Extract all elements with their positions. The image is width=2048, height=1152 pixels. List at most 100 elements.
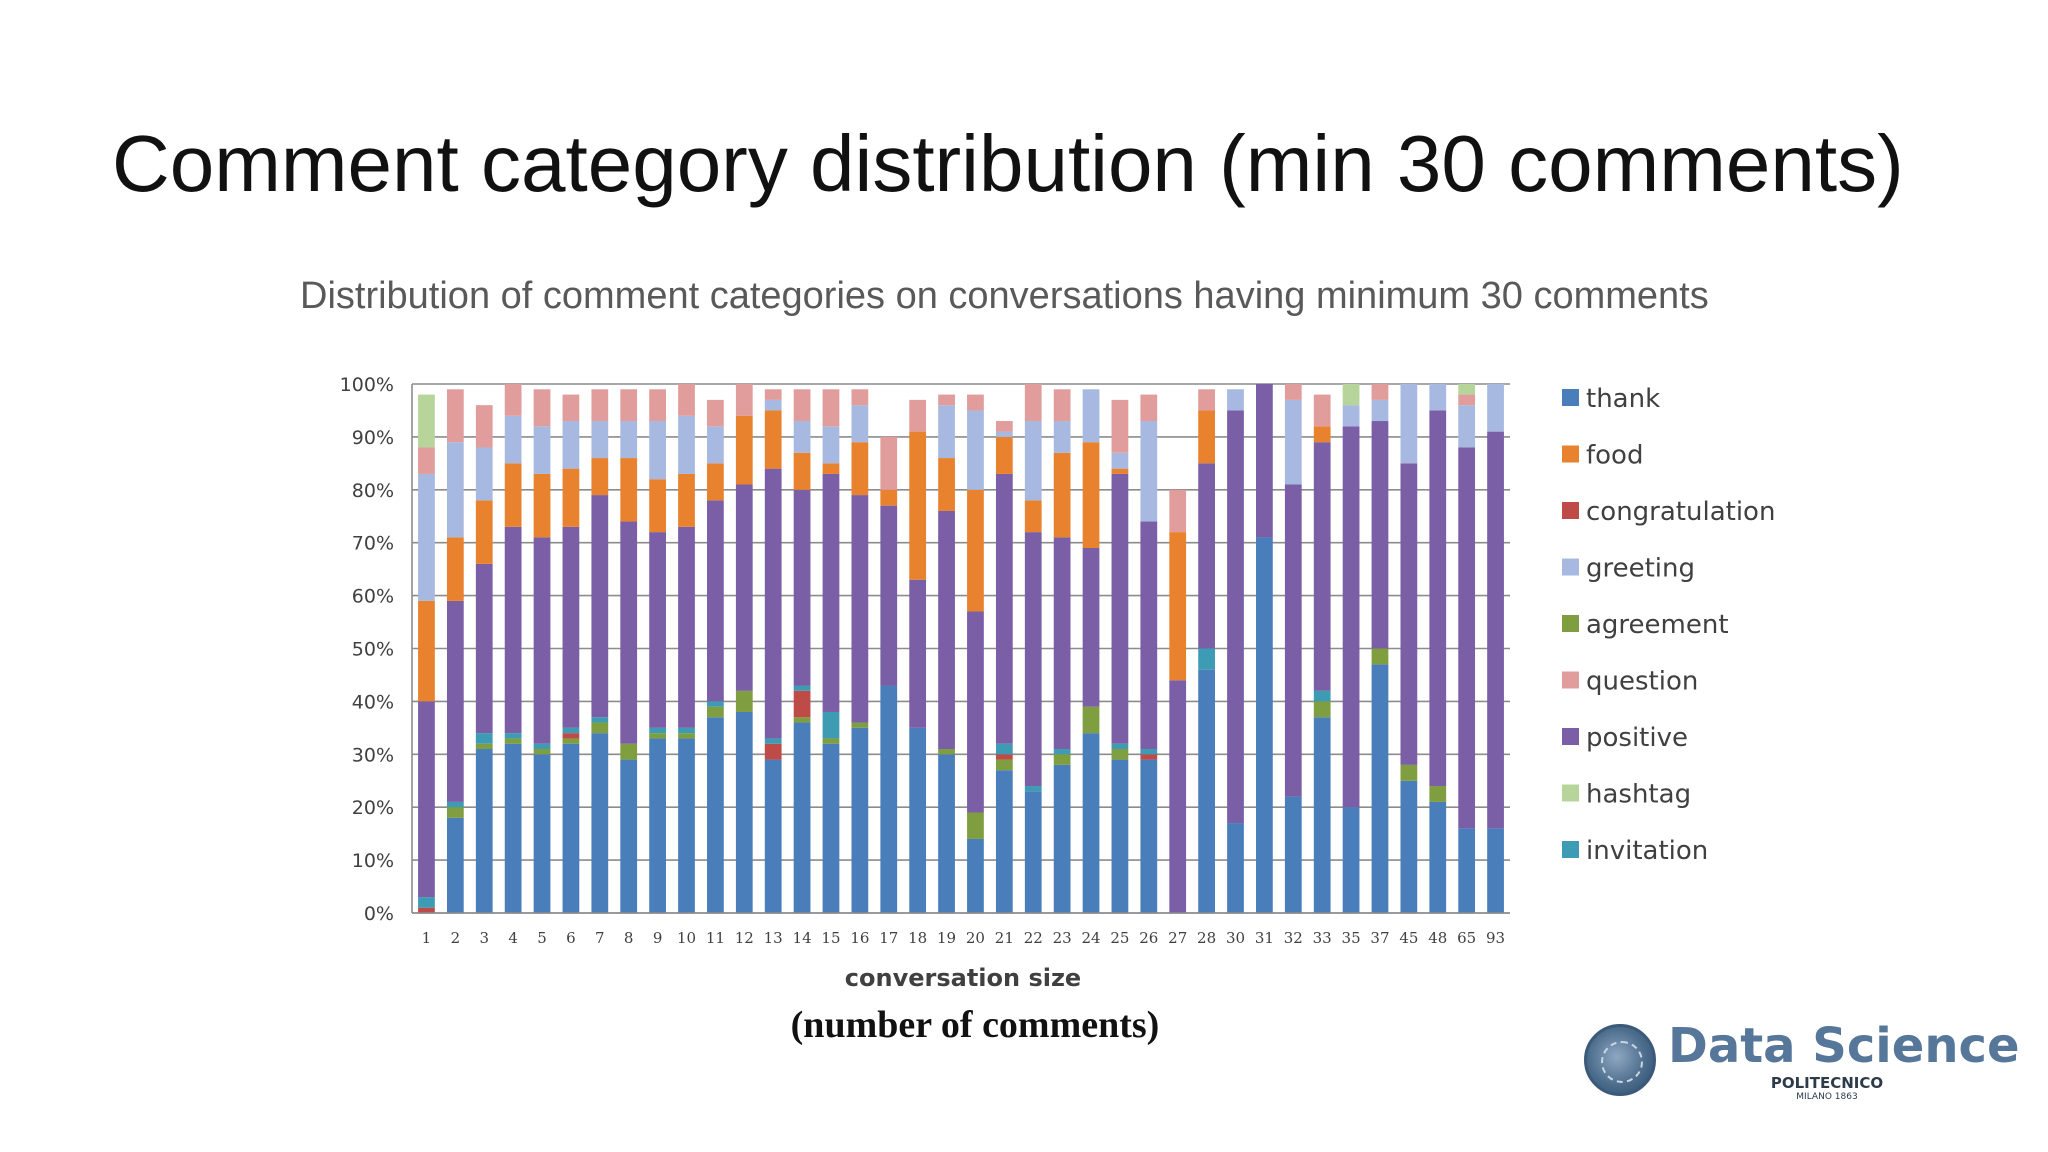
- x-tick-label: 20: [966, 929, 985, 947]
- bar-segment-agreement: [851, 722, 869, 728]
- bar-segment-greeting: [764, 399, 782, 411]
- bar-segment-invitation: [1111, 743, 1129, 750]
- x-tick-label: 21: [995, 929, 1014, 947]
- bar-segment-greeting: [620, 421, 638, 459]
- x-tick-label: 9: [653, 929, 663, 947]
- bar-segment-question: [735, 384, 753, 416]
- bar-segment-congratulation: [562, 733, 580, 739]
- bar-segment-thank: [475, 749, 493, 913]
- bar-segment-food: [764, 410, 782, 469]
- bar-segment-question: [1284, 384, 1302, 400]
- bar-segment-agreement: [533, 749, 551, 755]
- x-tick-label: 1: [422, 929, 432, 947]
- bar-segment-greeting: [1024, 421, 1042, 501]
- bar-segment-food: [909, 431, 927, 580]
- bar-segment-food: [1082, 442, 1100, 548]
- bar-segment-question: [678, 384, 695, 416]
- logo-city: MILANO 1863: [1796, 1092, 1858, 1102]
- bar-segment-question: [418, 447, 435, 474]
- x-axis-note: (number of comments): [790, 1004, 1160, 1046]
- bar-segment-greeting: [1400, 384, 1418, 464]
- x-tick-label: 19: [937, 929, 956, 947]
- bar-segment-greeting: [822, 426, 840, 464]
- bar-segment-greeting: [475, 447, 493, 501]
- bar-segment-greeting: [707, 426, 724, 464]
- legend-label-greeting: greeting: [1586, 554, 1695, 584]
- bar-segment-question: [504, 384, 522, 416]
- legend-swatch-hashtag: [1562, 784, 1579, 802]
- bar-segment-positive: [735, 484, 753, 691]
- bar-segment-question: [822, 389, 840, 427]
- bar-segment-food: [1198, 410, 1215, 464]
- bar-segment-thank: [1082, 733, 1100, 913]
- x-tick-label: 8: [624, 929, 634, 947]
- bar-segment-greeting: [1082, 389, 1100, 443]
- bar-segment-question: [1198, 389, 1215, 411]
- x-tick-label: 17: [879, 929, 898, 947]
- bar-segment-thank: [504, 743, 522, 913]
- x-tick-label: 33: [1313, 929, 1332, 947]
- legend-label-thank: thank: [1586, 384, 1660, 414]
- x-tick-label: 6: [566, 929, 576, 947]
- bar-segment-thank: [1458, 828, 1476, 913]
- x-tick-label: 24: [1081, 929, 1100, 947]
- legend-label-food: food: [1586, 441, 1643, 471]
- bar-segment-agreement: [475, 743, 493, 750]
- bar-segment-positive: [793, 489, 811, 686]
- bar-segment-thank: [533, 754, 551, 913]
- bar-segment-food: [591, 458, 609, 496]
- bar-segment-thank: [909, 727, 927, 913]
- bar-segment-greeting: [1371, 399, 1389, 422]
- bar-segment-food: [707, 463, 724, 501]
- y-tick-label: 80%: [352, 480, 394, 502]
- bar-segment-thank: [1111, 759, 1129, 913]
- y-tick-label: 40%: [352, 691, 394, 713]
- bar-segment-greeting: [995, 431, 1013, 437]
- bar-segment-thank: [1487, 828, 1504, 913]
- bar-segment-positive: [1487, 431, 1504, 829]
- bar-segment-food: [533, 473, 551, 538]
- bar-segment-food: [504, 463, 522, 527]
- bar-segment-positive: [562, 526, 580, 728]
- bar-segment-agreement: [446, 807, 464, 818]
- y-tick-label: 30%: [352, 744, 394, 766]
- bar-segment-positive: [620, 521, 638, 744]
- bar-segment-food: [620, 458, 638, 522]
- bar-segment-positive: [967, 611, 984, 813]
- slide-title: Comment category distribution (min 30 co…: [112, 119, 1904, 208]
- bar-segment-invitation: [475, 733, 493, 744]
- x-tick-label: 30: [1226, 929, 1245, 947]
- bar-segment-hashtag: [1342, 384, 1360, 406]
- bar-segment-positive: [1400, 463, 1418, 765]
- bar-segment-question: [533, 389, 551, 427]
- bar-segment-question: [1458, 394, 1476, 406]
- bar-segment-thank: [1198, 669, 1215, 913]
- bar-segment-thank: [1024, 791, 1042, 913]
- legend-label-positive: positive: [1586, 723, 1688, 753]
- bar-segment-positive: [446, 600, 464, 802]
- bar-segment-invitation: [793, 685, 811, 691]
- bar-segment-agreement: [678, 733, 695, 739]
- x-tick-label: 13: [764, 929, 783, 947]
- logo-title: Data Science: [1668, 1018, 2020, 1074]
- bar-segment-food: [678, 473, 695, 527]
- bar-segment-thank: [1371, 664, 1389, 913]
- bar-segment-positive: [1227, 410, 1244, 824]
- bar-segment-hashtag: [1458, 384, 1476, 395]
- bar-segment-invitation: [649, 727, 666, 734]
- legend-swatch-thank: [1562, 389, 1579, 406]
- bar-segment-invitation: [591, 717, 609, 723]
- bar-segment-invitation: [446, 801, 464, 808]
- bar-segment-thank: [562, 743, 580, 913]
- bar-segment-agreement: [591, 722, 609, 734]
- bar-segment-positive: [880, 505, 898, 686]
- bar-segment-invitation: [562, 727, 580, 734]
- bar-segment-agreement: [649, 733, 666, 739]
- x-axis: 1 2 3 4 5 6 7 8 9 10 11 12 13 14 15 16 17 18 19 20 21 22 23 24 2…: [412, 912, 1510, 947]
- bar-segment-agreement: [562, 738, 580, 744]
- bar-segment-invitation: [822, 711, 840, 739]
- bar-segment-positive: [1342, 426, 1360, 808]
- bar-segment-invitation: [678, 727, 695, 734]
- bar-segment-congratulation: [418, 907, 435, 913]
- legend-label-congratulation: congratulation: [1586, 497, 1775, 527]
